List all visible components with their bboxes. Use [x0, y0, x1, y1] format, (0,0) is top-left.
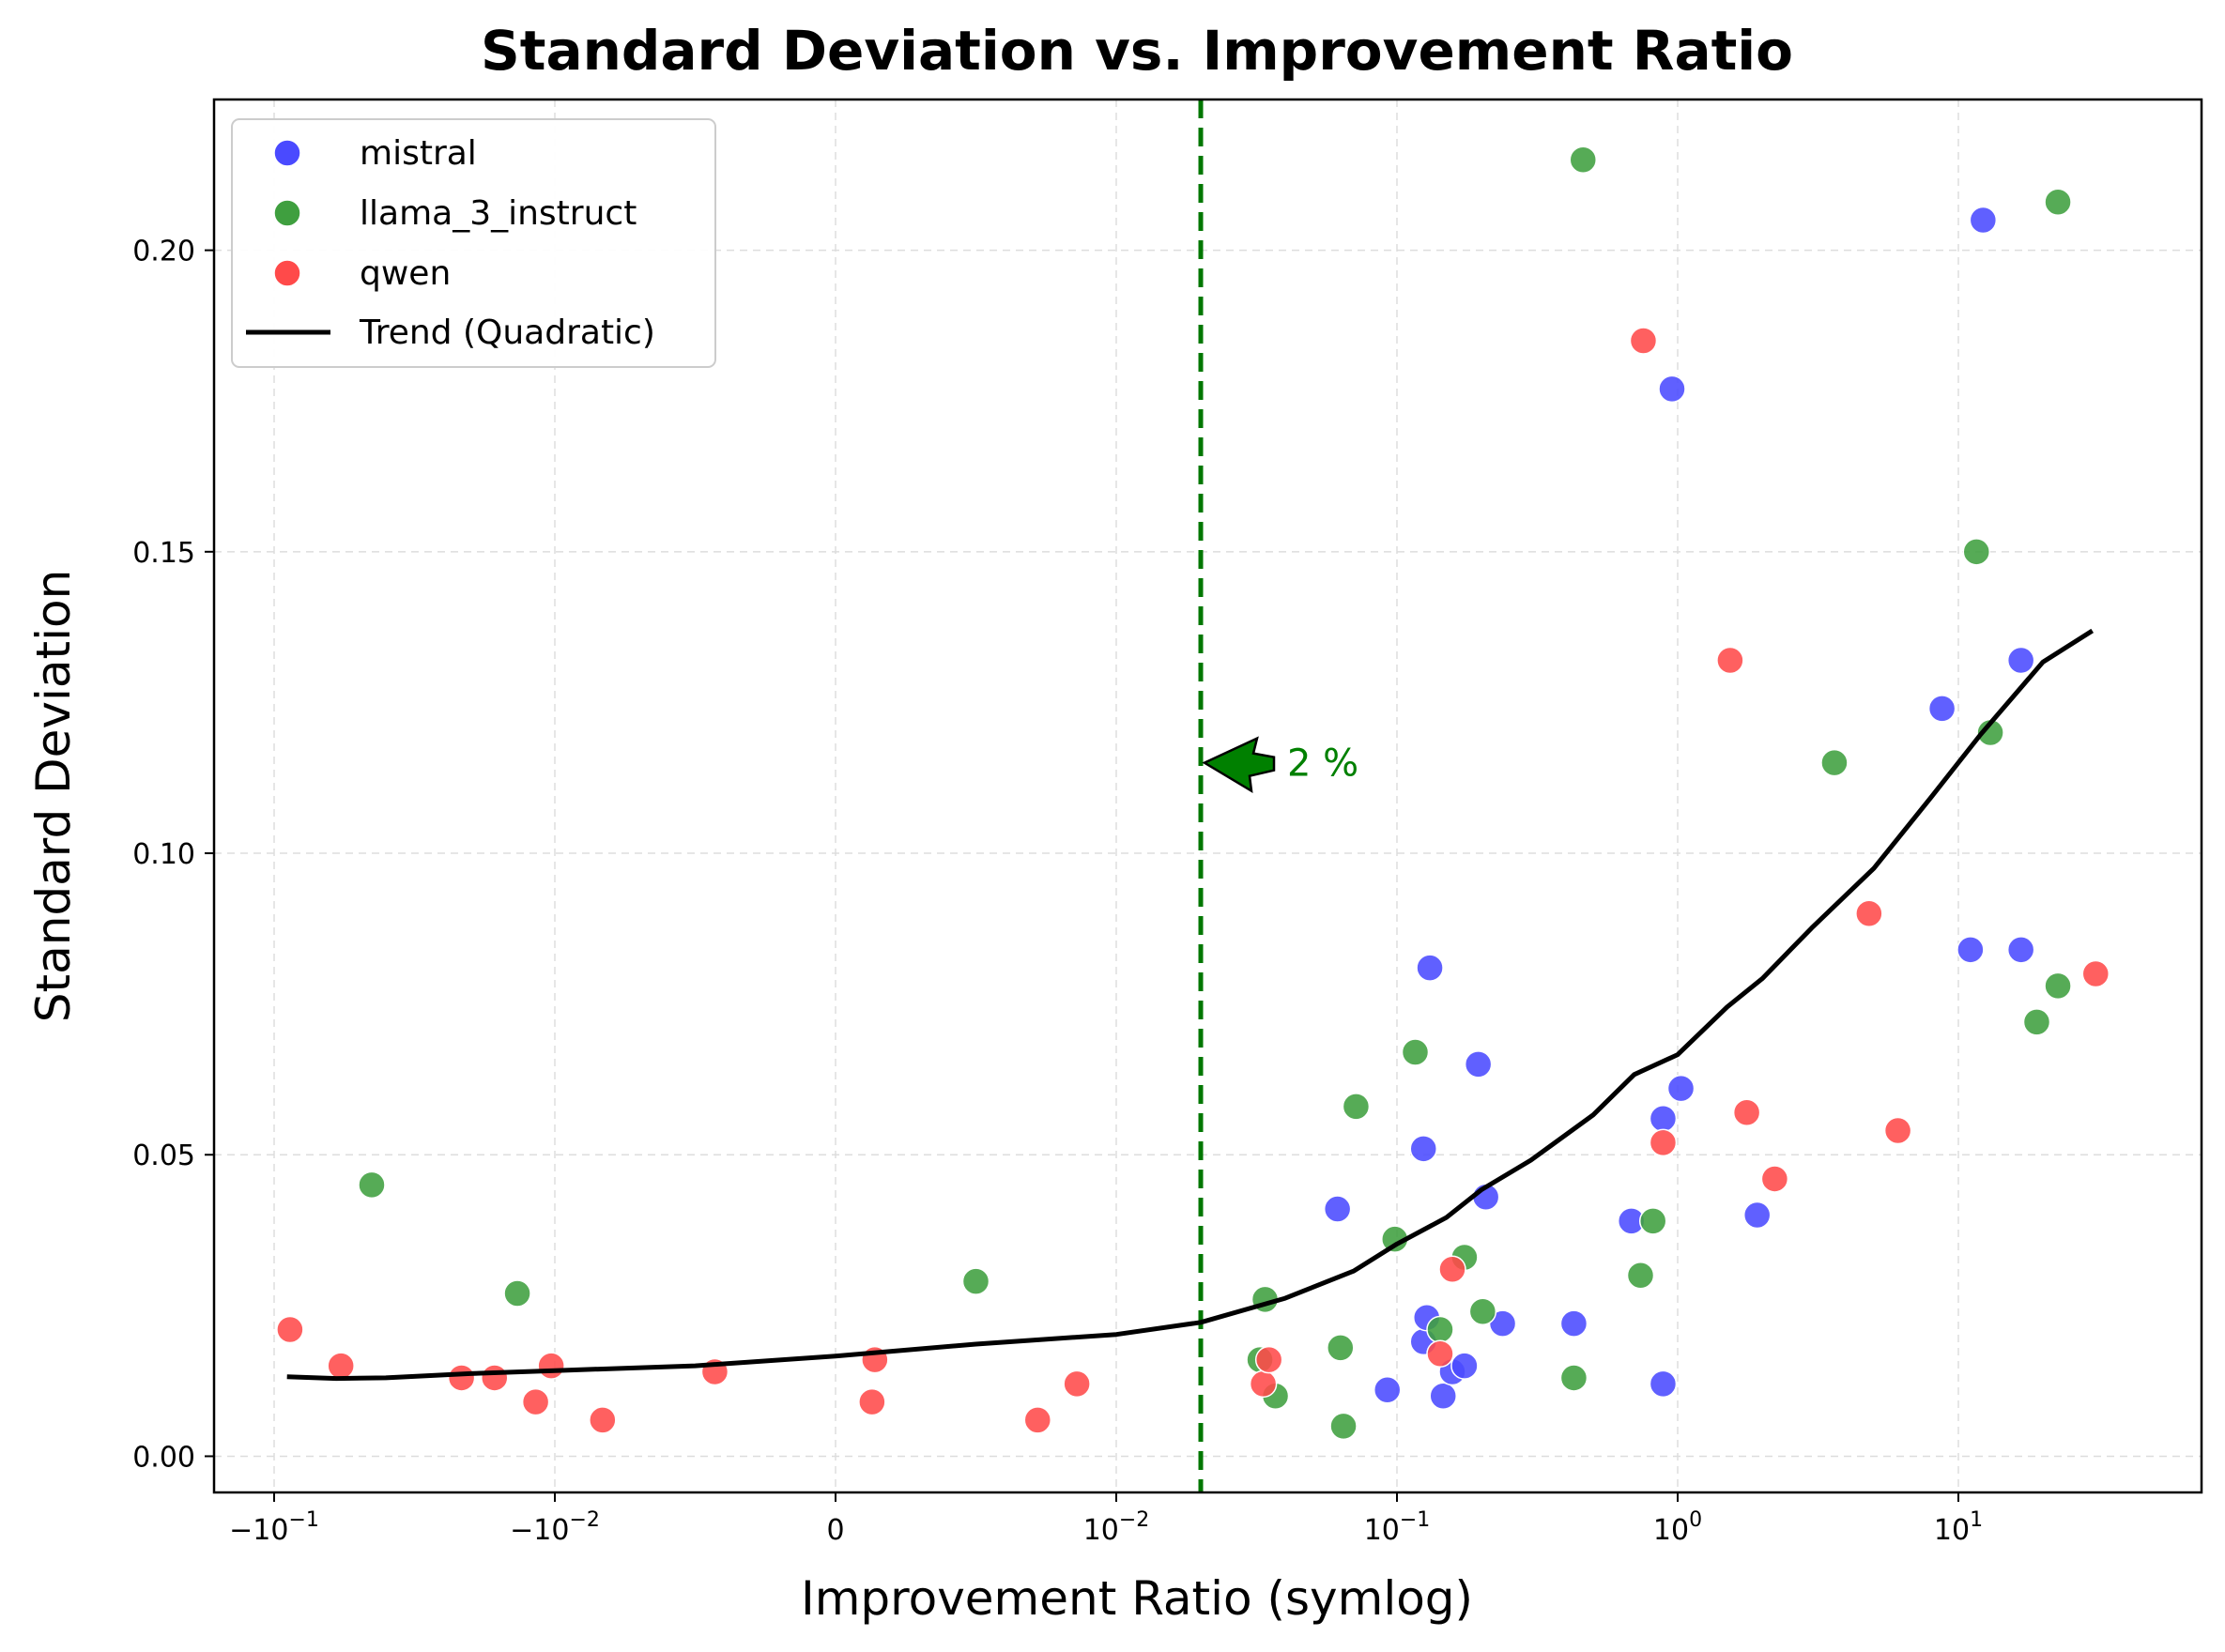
point-qwen [1023, 1406, 1052, 1434]
annotation-label: 2 % [1287, 742, 1358, 786]
point-qwen [1249, 1369, 1278, 1399]
x-tick-label: 100 [1653, 1508, 1702, 1547]
point-qwen [2081, 959, 2110, 988]
x-tick-label: 101 [1934, 1508, 1983, 1547]
x-axis-ticks: −10−1 −10−2 0 10−2 10−1 100 101 [229, 1492, 1983, 1547]
point-qwen [537, 1352, 565, 1380]
legend: mistral llama_3_instruct qwen Trend (Qua… [231, 118, 716, 368]
point-llama_3_instruct [961, 1267, 990, 1295]
point-mistral [2006, 936, 2035, 964]
point-llama_3_instruct [1329, 1412, 1358, 1441]
x-axis-label: Improvement Ratio (symlog) [801, 1571, 1473, 1626]
annotation-arrow [1202, 736, 1276, 794]
point-llama_3_instruct [1569, 145, 1597, 174]
point-mistral [2006, 646, 2035, 675]
point-llama_3_instruct [1401, 1038, 1430, 1066]
point-mistral [1649, 1369, 1678, 1399]
point-qwen [276, 1315, 304, 1344]
trend-line [286, 628, 2095, 1382]
point-qwen [1883, 1116, 1912, 1145]
x-tick-label: 10−2 [1083, 1508, 1150, 1547]
plot-area-frame [212, 98, 2203, 1494]
point-llama_3_instruct [1342, 1093, 1371, 1121]
y-tick-label: 0.05 [132, 1140, 195, 1172]
point-qwen [1855, 899, 1883, 928]
point-qwen [1716, 646, 1744, 675]
legend-label-mistral: mistral [360, 134, 477, 173]
point-llama_3_instruct [1559, 1364, 1588, 1392]
point-qwen [1063, 1369, 1091, 1399]
x-tick-label: 10−1 [1364, 1508, 1431, 1547]
point-llama_3_instruct [2044, 188, 2072, 216]
x-tick-label: −10−2 [510, 1508, 600, 1547]
point-qwen [1649, 1128, 1678, 1157]
point-qwen [521, 1387, 550, 1416]
point-llama_3_instruct [503, 1279, 531, 1308]
y-axis-label: Standard Deviation [26, 570, 81, 1023]
y-tick-label: 0.15 [132, 537, 195, 570]
legend-label-llama: llama_3_instruct [360, 194, 637, 233]
point-llama_3_instruct [2044, 971, 2072, 1001]
point-mistral [1416, 954, 1444, 982]
grid-lines [214, 99, 2202, 1492]
point-mistral [1742, 1201, 1772, 1230]
point-qwen [1760, 1165, 1789, 1193]
annotation-group: 2 % [1202, 736, 1358, 794]
y-tick-label: 0.10 [132, 838, 195, 871]
point-mistral [1464, 1050, 1493, 1078]
point-llama_3_instruct [1426, 1315, 1454, 1344]
point-qwen [1254, 1345, 1283, 1374]
point-mistral [1649, 1104, 1678, 1133]
point-llama_3_instruct [1327, 1334, 1355, 1362]
legend-marker-qwen [273, 259, 301, 287]
point-qwen [327, 1352, 355, 1380]
legend-box [231, 118, 716, 368]
point-qwen [1426, 1339, 1454, 1368]
point-mistral [1409, 1135, 1437, 1163]
point-mistral [1658, 375, 1686, 404]
point-mistral [1373, 1376, 1402, 1404]
point-llama_3_instruct [1962, 538, 1991, 566]
point-mistral [1969, 206, 1998, 235]
trend-line-group [286, 628, 2095, 1382]
point-llama_3_instruct [1820, 748, 1849, 777]
point-qwen [1438, 1255, 1466, 1284]
point-mistral [1559, 1309, 1588, 1338]
point-qwen [1732, 1098, 1761, 1127]
point-qwen [447, 1364, 476, 1392]
point-qwen [1629, 327, 1658, 355]
point-llama_3_instruct [2022, 1008, 2051, 1036]
point-llama_3_instruct [1626, 1261, 1655, 1290]
legend-label-qwen: qwen [360, 254, 451, 293]
point-mistral [1956, 936, 1985, 964]
point-mistral [1666, 1074, 1696, 1103]
point-qwen [858, 1387, 886, 1416]
y-tick-label: 0.20 [132, 236, 195, 268]
point-llama_3_instruct [1638, 1207, 1667, 1235]
legend-marker-mistral [273, 139, 301, 167]
chart-title: Standard Deviation vs. Improvement Ratio [481, 19, 1793, 83]
point-llama_3_instruct [1468, 1297, 1497, 1326]
x-tick-label: −10−1 [229, 1508, 319, 1547]
point-qwen [589, 1406, 617, 1434]
legend-label-trend: Trend (Quadratic) [359, 314, 655, 352]
y-axis-ticks: 0.00 0.05 0.10 0.15 0.20 [132, 236, 214, 1474]
point-llama_3_instruct [1976, 718, 2004, 747]
point-qwen [481, 1364, 509, 1392]
point-mistral [1323, 1195, 1352, 1223]
x-tick-label: 0 [826, 1514, 844, 1547]
legend-marker-llama [273, 199, 301, 227]
point-mistral [1429, 1382, 1457, 1410]
point-mistral [1450, 1352, 1479, 1380]
y-tick-label: 0.00 [132, 1441, 195, 1474]
point-llama_3_instruct [358, 1170, 386, 1200]
point-mistral [1927, 695, 1956, 723]
